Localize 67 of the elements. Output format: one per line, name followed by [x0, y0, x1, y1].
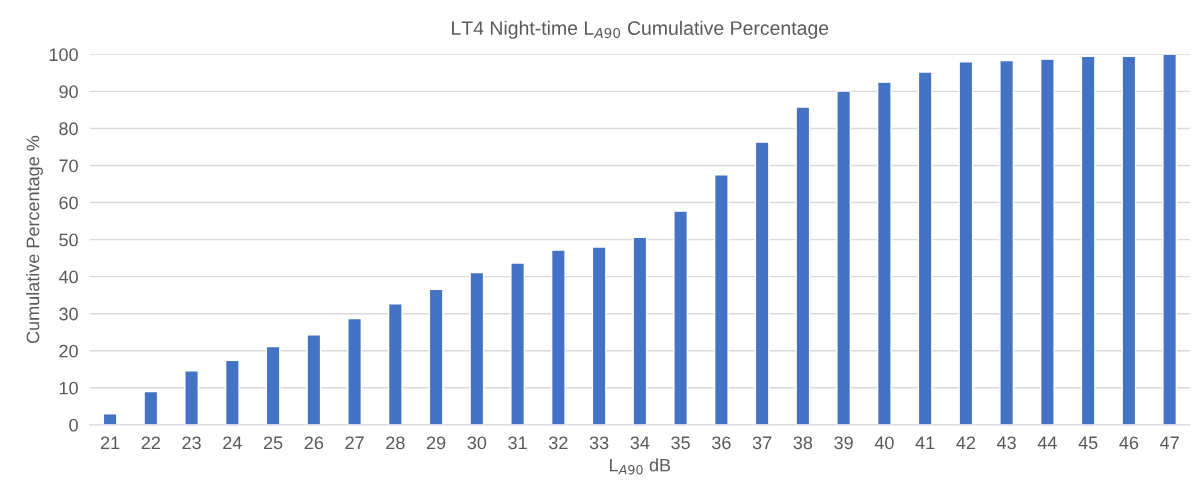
x-tick-label: 36 [712, 436, 731, 450]
bar [1121, 55, 1137, 425]
bar [795, 106, 811, 425]
x-tick-label: 24 [223, 436, 242, 450]
y-tick-label: 70 [59, 159, 78, 173]
bar [428, 288, 444, 425]
bar [469, 271, 485, 425]
x-tick-label: 32 [549, 436, 568, 450]
x-tick-label: 37 [752, 436, 772, 450]
y-tick-label: 40 [58, 270, 78, 284]
x-tick-label: 29 [426, 436, 446, 450]
x-tick-label: 46 [1119, 436, 1139, 450]
bar [713, 174, 729, 425]
x-tick-label: 43 [997, 436, 1016, 450]
bar [754, 141, 770, 425]
x-tick-label: 31 [508, 436, 527, 450]
bar [836, 90, 852, 425]
x-tick-label: 40 [874, 436, 894, 450]
bar [876, 81, 892, 425]
bar [958, 61, 974, 425]
x-tick-label: 28 [386, 436, 405, 450]
bar [550, 249, 566, 425]
x-tick-label: 45 [1078, 436, 1098, 450]
y-tick-label: 10 [59, 381, 78, 395]
bar [510, 262, 526, 425]
y-tick-label: 100 [49, 48, 78, 62]
chart-title: LT4 Night-time L$_{A90}$ Cumulative Percentage [452, 20, 829, 39]
bar [999, 59, 1015, 425]
x-tick-label: 39 [834, 436, 853, 450]
y-tick-label: 20 [59, 344, 78, 358]
y-tick-label: 90 [59, 85, 78, 99]
y-tick-label: 60 [59, 196, 78, 210]
bar [387, 302, 403, 425]
x-tick-label: 42 [956, 436, 976, 450]
y-tick-label: 50 [59, 233, 78, 247]
x-tick-label: 26 [304, 436, 324, 450]
x-tick-label: 44 [1037, 436, 1057, 450]
y-tick-label: 0 [69, 418, 78, 432]
x-tick-label: 47 [1160, 436, 1179, 450]
bar [673, 210, 689, 425]
x-tick-label: 33 [589, 436, 609, 450]
x-tick-label: 38 [793, 436, 813, 450]
bar [917, 71, 933, 425]
bar [224, 359, 240, 425]
bar [347, 317, 363, 425]
bar [265, 345, 281, 425]
x-tick-label: 23 [182, 436, 201, 450]
bar [184, 370, 200, 425]
y-axis-title: Cumulative Percentage % [26, 135, 43, 344]
x-tick-label: 25 [263, 436, 283, 450]
bar [306, 334, 322, 425]
bar [632, 236, 648, 425]
bar [1162, 54, 1178, 425]
y-tick-label: 30 [59, 307, 78, 321]
bar [143, 390, 159, 425]
x-tick-label: 27 [345, 436, 364, 450]
x-axis-title: L$_{A90}$ dB [610, 458, 671, 475]
x-tick-label: 22 [141, 436, 160, 450]
x-tick-label: 30 [467, 436, 487, 450]
x-tick-label: 34 [630, 436, 650, 450]
x-tick-label: 41 [915, 436, 935, 450]
x-tick-label: 35 [671, 436, 690, 450]
x-tick-label: 21 [100, 436, 120, 450]
bar [1039, 58, 1055, 425]
bar [1080, 55, 1096, 425]
bar [591, 246, 607, 425]
y-tick-label: 80 [59, 122, 78, 136]
